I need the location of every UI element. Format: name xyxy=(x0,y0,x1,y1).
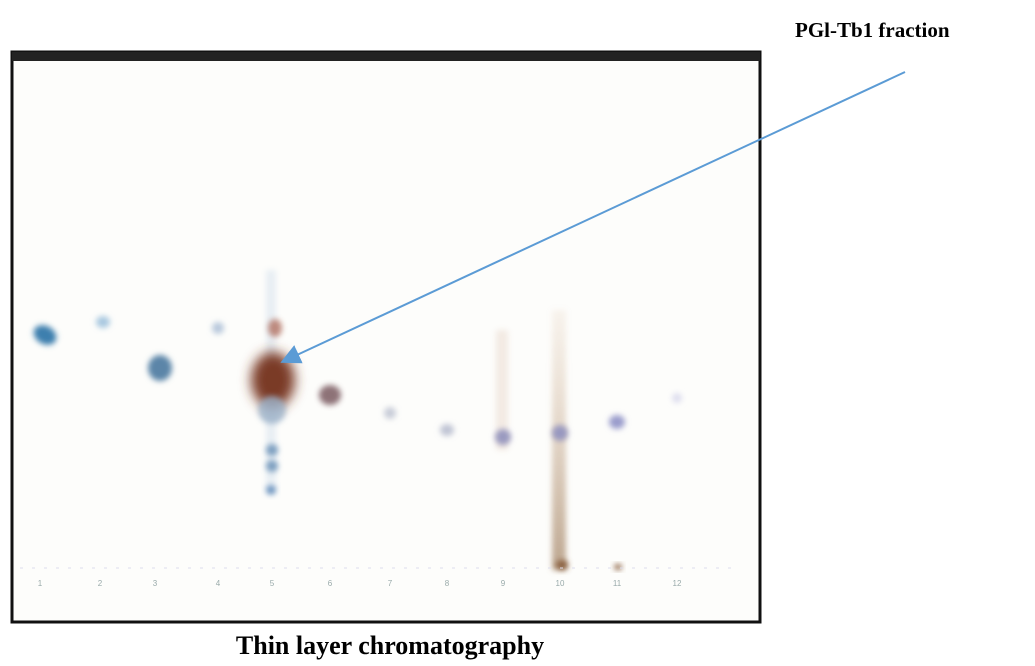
lane-label: 7 xyxy=(388,579,393,588)
tlc-plate: 1 2 3 4 5 6 7 8 9 10 11 12 xyxy=(10,50,762,624)
lane-label: 8 xyxy=(445,579,450,588)
lane-label: 5 xyxy=(270,579,275,588)
lane-label: 6 xyxy=(328,579,333,588)
lane-label: 1 xyxy=(38,579,43,588)
annotation-label: PGl-Tb1 fraction xyxy=(795,18,950,42)
annotation-arrow xyxy=(280,71,906,364)
lane-label: 10 xyxy=(556,579,565,588)
lane-label: 4 xyxy=(216,579,221,588)
lane-label: 9 xyxy=(501,579,506,588)
lane-label: 3 xyxy=(153,579,158,588)
lane-label: 12 xyxy=(673,579,682,588)
lane-label: 2 xyxy=(98,579,103,588)
lane-labels: 1 2 3 4 5 6 7 8 9 10 11 12 xyxy=(38,579,682,588)
lane-label: 11 xyxy=(613,579,622,588)
caption: Thin layer chromatography xyxy=(236,631,544,660)
